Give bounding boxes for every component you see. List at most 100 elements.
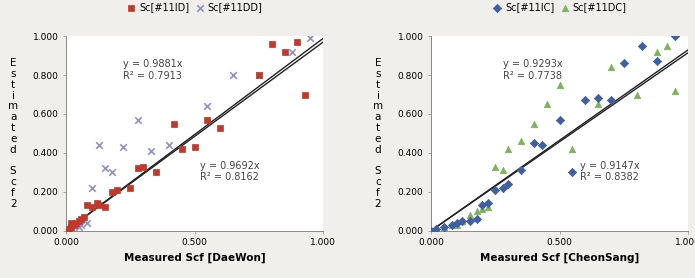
Sc[#11IC] (451, 221, 462, 225)
Sc[#11DD] (107, 170, 118, 175)
Text: y = 0.9147x
R² = 0.8382: y = 0.9147x R² = 0.8382 (580, 161, 639, 182)
Sc[#11DD] (94, 143, 105, 147)
Sc[#11DC] (670, 88, 681, 93)
Sc[#11ID] (202, 118, 213, 122)
X-axis label: Measured Scf [CheonSang]: Measured Scf [CheonSang] (480, 253, 639, 263)
Sc[#11DD] (86, 186, 97, 190)
Sc[#11IC] (652, 59, 663, 64)
Sc[#11DD] (117, 145, 128, 149)
Sc[#11ID] (189, 145, 200, 149)
Sc[#11ID] (91, 201, 102, 206)
Sc[#11ID] (94, 203, 105, 208)
Sc[#11DC] (554, 83, 565, 87)
Sc[#11DC] (490, 164, 501, 169)
Sc[#11IC] (593, 96, 604, 101)
Sc[#11ID] (79, 215, 90, 219)
Sc[#11DD] (286, 49, 297, 54)
Sc[#11DD] (145, 149, 156, 153)
Sc[#11IC] (580, 98, 591, 103)
Sc[#11DC] (477, 207, 488, 212)
Sc[#11IC] (502, 182, 514, 186)
Sc[#11ID] (176, 147, 187, 151)
Sc[#11DC] (541, 102, 553, 106)
Sc[#11ID] (138, 164, 149, 169)
Sc[#11ID] (253, 73, 264, 77)
Sc[#11DC] (457, 219, 468, 223)
Y-axis label: E
s
t
i
m
a
t
e
d
 
S
c
f
2: E s t i m a t e d S c f 2 (8, 58, 18, 209)
X-axis label: Measured Scf [DaeWon]: Measured Scf [DaeWon] (124, 253, 265, 263)
Sc[#11DD] (99, 166, 110, 171)
Sc[#11ID] (81, 203, 92, 208)
Text: y = 0.9881x
R² = 0.7913: y = 0.9881x R² = 0.7913 (122, 59, 182, 81)
Sc[#11ID] (73, 219, 84, 223)
Sc[#11ID] (65, 221, 76, 225)
Sc[#11DC] (431, 227, 442, 231)
Sc[#11ID] (124, 186, 136, 190)
Sc[#11IC] (425, 229, 436, 233)
Sc[#11IC] (464, 219, 475, 223)
Sc[#11DD] (68, 223, 79, 227)
Sc[#11DC] (567, 147, 578, 151)
Sc[#11ID] (215, 125, 226, 130)
Sc[#11DD] (81, 221, 92, 225)
Sc[#11IC] (536, 143, 547, 147)
Text: y = 0.9692x
R² = 0.8162: y = 0.9692x R² = 0.8162 (199, 161, 259, 182)
Sc[#11DC] (605, 65, 616, 70)
Sc[#11ID] (133, 166, 144, 171)
Sc[#11ID] (112, 188, 123, 192)
Sc[#11IC] (516, 168, 527, 173)
Sc[#11ID] (168, 121, 179, 126)
Sc[#11IC] (498, 186, 509, 190)
Sc[#11IC] (431, 227, 442, 231)
Y-axis label: E
s
t
i
m
a
t
e
d
 
S
c
f
2: E s t i m a t e d S c f 2 (373, 58, 383, 209)
Sc[#11IC] (528, 141, 539, 145)
Text: y = 0.9293x
R² = 0.7738: y = 0.9293x R² = 0.7738 (503, 59, 563, 81)
Sc[#11IC] (567, 170, 578, 175)
Sc[#11ID] (71, 221, 82, 225)
Sc[#11DC] (446, 223, 457, 227)
Sc[#11DD] (76, 223, 87, 227)
Sc[#11ID] (63, 227, 74, 231)
Sc[#11IC] (619, 61, 630, 66)
Sc[#11DD] (65, 225, 76, 229)
Sc[#11IC] (446, 223, 457, 227)
Sc[#11ID] (292, 40, 303, 44)
Sc[#11ID] (279, 49, 290, 54)
Sc[#11ID] (150, 170, 161, 175)
Sc[#11IC] (636, 44, 647, 48)
Sc[#11DD] (163, 143, 174, 147)
Sc[#11IC] (490, 188, 501, 192)
Sc[#11IC] (554, 118, 565, 122)
Sc[#11IC] (457, 219, 468, 223)
Sc[#11DD] (304, 36, 316, 40)
Sc[#11ID] (266, 42, 277, 46)
Sc[#11DC] (498, 168, 509, 173)
Sc[#11IC] (670, 34, 681, 38)
Sc[#11DC] (482, 205, 493, 210)
Sc[#11DD] (73, 225, 84, 229)
Sc[#11ID] (107, 190, 118, 194)
Sc[#11DD] (60, 229, 72, 233)
Sc[#11DC] (631, 92, 642, 97)
Sc[#11DC] (502, 147, 514, 151)
Sc[#11DC] (516, 139, 527, 143)
Sc[#11DC] (652, 49, 663, 54)
Sc[#11DC] (425, 229, 436, 233)
Sc[#11ID] (68, 223, 79, 227)
Sc[#11ID] (65, 225, 76, 229)
Sc[#11DC] (472, 209, 483, 214)
Sc[#11ID] (60, 229, 72, 233)
Sc[#11DC] (451, 223, 462, 227)
Sc[#11ID] (86, 205, 97, 210)
Legend: Sc[#11ID], Sc[#11DD]: Sc[#11ID], Sc[#11DD] (126, 2, 263, 12)
Sc[#11DC] (439, 225, 450, 229)
Sc[#11IC] (482, 201, 493, 206)
Sc[#11DC] (593, 102, 604, 106)
Sc[#11DC] (528, 121, 539, 126)
Sc[#11DC] (662, 44, 673, 48)
Sc[#11DD] (63, 227, 74, 231)
Sc[#11DC] (464, 213, 475, 217)
Sc[#11DD] (202, 104, 213, 108)
Sc[#11DD] (253, 73, 264, 77)
Legend: Sc[#11IC], Sc[#11DC]: Sc[#11IC], Sc[#11DC] (492, 2, 627, 12)
